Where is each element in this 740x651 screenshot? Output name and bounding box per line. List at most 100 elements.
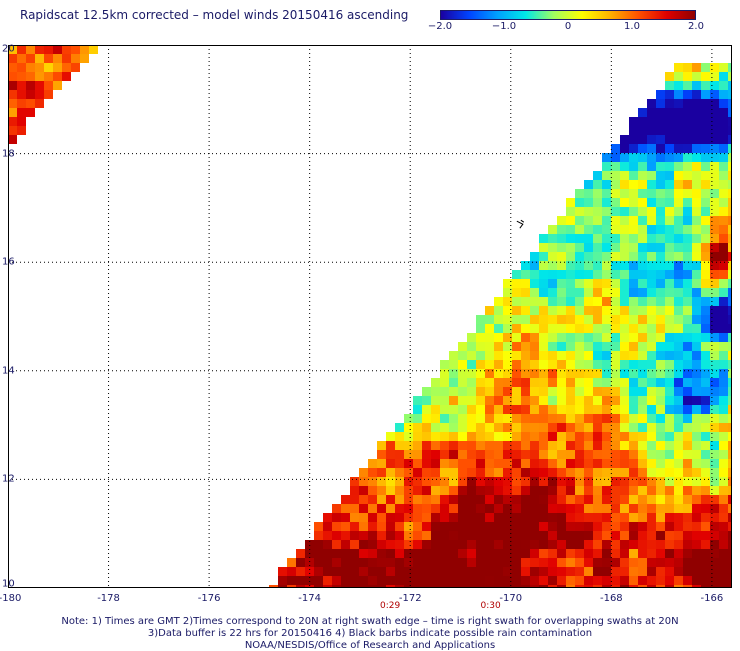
heatmap-cell: [467, 405, 476, 414]
heatmap-cell: [440, 567, 449, 576]
heatmap-cell: [431, 486, 440, 495]
heatmap-cell: [593, 468, 602, 477]
heatmap-cell: [494, 468, 503, 477]
heatmap-cell: [728, 270, 732, 279]
heatmap-cell: [728, 396, 732, 405]
heatmap-cell: [548, 405, 557, 414]
heatmap-cell: [440, 387, 449, 396]
heatmap-cell: [332, 531, 341, 540]
heatmap-cell: [449, 513, 458, 522]
heatmap-cell: [692, 450, 701, 459]
heatmap-cell: [476, 396, 485, 405]
heatmap-cell: [674, 549, 683, 558]
heatmap-cell: [521, 459, 530, 468]
heatmap-cell: [719, 450, 728, 459]
heatmap-cell: [701, 288, 710, 297]
heatmap-cell: [629, 333, 638, 342]
heatmap-cell: [548, 576, 557, 585]
heatmap-cell: [566, 477, 575, 486]
heatmap-cell: [611, 333, 620, 342]
heatmap-cell: [494, 576, 503, 585]
heatmap-cell: [440, 585, 449, 588]
heatmap-cell: [521, 378, 530, 387]
heatmap-cell: [719, 261, 728, 270]
heatmap-cell: [674, 540, 683, 549]
heatmap-cell: [395, 531, 404, 540]
heatmap-cell: [431, 405, 440, 414]
heatmap-cell: [539, 324, 548, 333]
heatmap-cell: [539, 279, 548, 288]
heatmap-cell: [683, 90, 692, 99]
heatmap-cell: [359, 486, 368, 495]
heatmap-cell: [692, 477, 701, 486]
heatmap-cell: [80, 45, 89, 54]
heatmap-cell: [584, 261, 593, 270]
heatmap-cell: [17, 126, 26, 135]
heatmap-cell: [593, 549, 602, 558]
heatmap-cell: [647, 333, 656, 342]
heatmap-cell: [440, 441, 449, 450]
heatmap-cell: [566, 216, 575, 225]
heatmap-cell: [710, 288, 719, 297]
heatmap-cell: [638, 108, 647, 117]
heatmap-cell: [629, 351, 638, 360]
heatmap-cell: [692, 216, 701, 225]
y-tick-label: 18: [2, 148, 15, 160]
heatmap-cell: [620, 306, 629, 315]
heatmap-cell: [287, 558, 296, 567]
heatmap-cell: [377, 504, 386, 513]
heatmap-cell: [728, 171, 732, 180]
heatmap-svg: [8, 45, 732, 588]
heatmap-cell: [341, 522, 350, 531]
heatmap-cell: [674, 162, 683, 171]
heatmap-cell: [665, 468, 674, 477]
heatmap-cell: [584, 396, 593, 405]
heatmap-cell: [44, 54, 53, 63]
heatmap-cell: [548, 342, 557, 351]
heatmap-cell: [701, 495, 710, 504]
heatmap-cell: [665, 450, 674, 459]
heatmap-cell: [368, 531, 377, 540]
heatmap-cell: [278, 567, 287, 576]
heatmap-cell: [719, 549, 728, 558]
heatmap-cell: [692, 378, 701, 387]
heatmap-cell: [665, 540, 674, 549]
heatmap-cell: [656, 90, 665, 99]
heatmap-cell: [665, 153, 674, 162]
heatmap-cell: [458, 441, 467, 450]
heatmap-cell: [566, 369, 575, 378]
heatmap-cell: [395, 576, 404, 585]
heatmap-cell: [692, 153, 701, 162]
heatmap-cell: [449, 477, 458, 486]
heatmap-cell: [620, 432, 629, 441]
heatmap-cell: [323, 522, 332, 531]
heatmap-cell: [710, 576, 719, 585]
heatmap-cell: [575, 504, 584, 513]
heatmap-cell: [548, 333, 557, 342]
heatmap-cell: [683, 477, 692, 486]
heatmap-cell: [728, 72, 732, 81]
heatmap-cell: [395, 567, 404, 576]
heatmap-cell: [413, 414, 422, 423]
heatmap-cell: [710, 450, 719, 459]
heatmap-cell: [341, 576, 350, 585]
heatmap-cell: [440, 540, 449, 549]
heatmap-cell: [485, 540, 494, 549]
heatmap-cell: [449, 522, 458, 531]
heatmap-cell: [593, 261, 602, 270]
heatmap-cell: [539, 450, 548, 459]
heatmap-cell: [458, 369, 467, 378]
heatmap-cell: [323, 558, 332, 567]
heatmap-cell: [665, 72, 674, 81]
heatmap-cell: [557, 468, 566, 477]
heatmap-cell: [647, 216, 656, 225]
heatmap-cell: [422, 495, 431, 504]
heatmap-cell: [656, 252, 665, 261]
heatmap-cell: [593, 207, 602, 216]
heatmap-cell: [548, 252, 557, 261]
heatmap-cell: [467, 477, 476, 486]
heatmap-cell: [503, 288, 512, 297]
heatmap-cell: [611, 270, 620, 279]
heatmap-cell: [575, 558, 584, 567]
heatmap-cell: [692, 324, 701, 333]
